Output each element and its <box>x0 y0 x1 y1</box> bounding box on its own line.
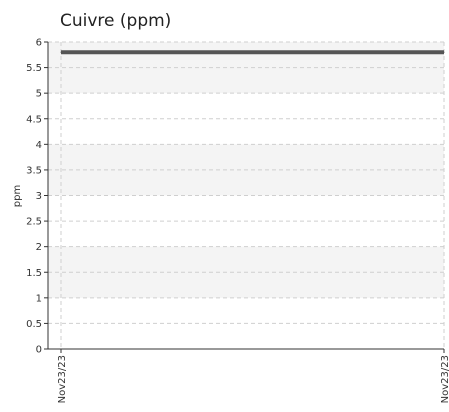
series-layer <box>60 50 445 55</box>
x-tick-label: Nov23/23 <box>440 355 449 403</box>
y-tick-label: 5.5 <box>26 63 42 74</box>
x-tick-label: Nov23/23 <box>57 355 68 403</box>
y-tick-label: 3 <box>36 191 42 202</box>
y-tick-labels: 0 0.5 1 1.5 2 2.5 3 3.5 4 4.5 5 5.5 6 <box>26 38 42 356</box>
y-tick-label: 4.5 <box>26 114 42 125</box>
y-tick-label: 2.5 <box>26 217 42 228</box>
data-point <box>443 51 445 53</box>
y-axis-label: ppm <box>12 185 23 207</box>
y-tick-label: 1.5 <box>26 268 42 279</box>
y-tick-label: 1 <box>36 293 42 304</box>
chart-title: Cuivre (ppm) <box>60 11 171 31</box>
y-tick-label: 0.5 <box>26 319 42 330</box>
data-point <box>60 51 62 53</box>
y-tick-label: 4 <box>36 140 42 151</box>
y-tick-label: 2 <box>36 242 42 253</box>
y-tick-label: 0 <box>36 345 42 356</box>
axes <box>44 41 445 353</box>
y-tick-label: 6 <box>36 38 42 49</box>
x-tick-labels: Nov23/23 Nov23/23 <box>57 355 449 403</box>
y-tick-label: 5 <box>36 89 42 100</box>
grid-lines <box>48 41 445 350</box>
y-tick-label: 3.5 <box>26 165 42 176</box>
